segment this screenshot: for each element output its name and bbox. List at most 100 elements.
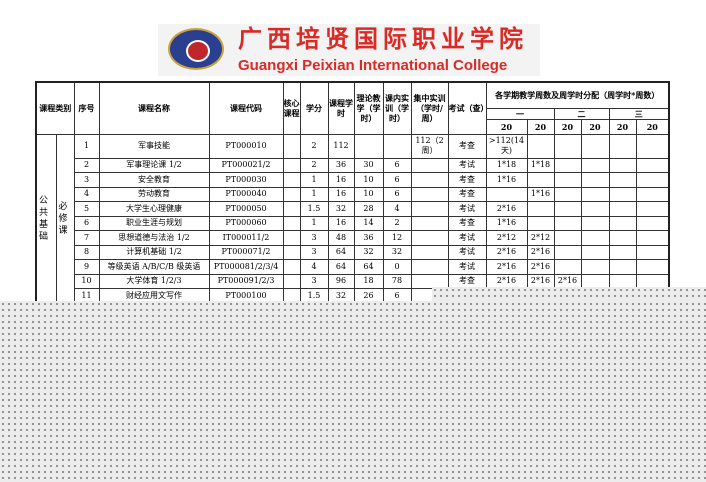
cell-core (282, 230, 301, 246)
logo-english-name: Guangxi Peixian International College (238, 57, 508, 74)
cell-intensive (410, 215, 449, 231)
cell-semester-3 (553, 133, 582, 159)
cell-theory: 32 (353, 244, 384, 260)
cell-no: 9 (73, 259, 100, 275)
table-row: 8 计算机基础 1/2 PT000071/2 3 64 32 32 考试 2*16 2*16 (36, 244, 670, 260)
cell-hours: 48 (327, 230, 355, 246)
cell-hours: 32 (327, 201, 355, 217)
table-row: 10 大学体育 1/2/3 PT000091/2/3 3 96 18 78 考查 2*16 2*1… (36, 273, 670, 289)
cell-no: 3 (73, 172, 100, 188)
cell-credits: 1 (299, 186, 329, 202)
cell-credits: 4 (299, 259, 329, 275)
cell-semester-4 (580, 201, 610, 217)
header-hours: 课程学时 (327, 81, 355, 135)
cell-core (282, 215, 301, 231)
cell-exam: 考查 (447, 133, 487, 159)
header-year-2: 二 (553, 107, 610, 120)
cell-exam: 考查 (447, 186, 487, 202)
curriculum-table: 课程类别 序号 课程名称 课程代码 核心课程 学分 课程学时 理论教学（学时） … (35, 81, 671, 304)
cell-practice: 78 (382, 273, 412, 289)
cell-theory: 18 (353, 273, 384, 289)
cell-practice: 32 (382, 244, 412, 260)
cell-semester-1: >112(14天) (485, 133, 528, 159)
cell-semester-2 (526, 133, 555, 159)
table-row: 7 思想道德与法治 1/2 IT000011/2 3 48 36 12 考试 2*12 2*12 (36, 230, 670, 246)
cell-exam: 考查 (447, 172, 487, 188)
cell-name: 思想道德与法治 1/2 (98, 230, 210, 246)
cell-intensive (410, 230, 449, 246)
cell-exam: 考试 (447, 157, 487, 173)
cell-no: 10 (73, 273, 100, 289)
cell-practice: 4 (382, 201, 412, 217)
cell-semester-1: 2*16 (485, 259, 528, 275)
cell-hours: 112 (327, 133, 355, 159)
cell-no: 4 (73, 186, 100, 202)
cell-semester-5 (608, 244, 637, 260)
cell-name: 军事技能 (98, 133, 210, 159)
header-core: 核心课程 (282, 81, 301, 135)
cell-intensive (410, 201, 449, 217)
table-row: 4 劳动教育 PT000040 1 16 10 6 考查 1*16 (36, 186, 670, 202)
cell-semester-4 (580, 259, 610, 275)
cell-exam: 考试 (447, 244, 487, 260)
header-weeks: 20 (608, 118, 637, 135)
cell-semester-5 (608, 259, 637, 275)
cell-code: PT000021/2 (208, 157, 284, 173)
cell-no: 6 (73, 215, 100, 231)
cell-semester-3 (553, 215, 582, 231)
cell-semester-6 (635, 215, 670, 231)
cell-semester-4 (580, 157, 610, 173)
cell-credits: 2 (299, 133, 329, 159)
cell-practice: 12 (382, 230, 412, 246)
cell-semester-6 (635, 157, 670, 173)
cell-credits: 1 (299, 215, 329, 231)
cell-code: PT000071/2 (208, 244, 284, 260)
cell-core (282, 259, 301, 275)
cell-practice: 6 (382, 186, 412, 202)
cell-credits: 1 (299, 172, 329, 188)
cell-theory: 14 (353, 215, 384, 231)
cell-exam: 考查 (447, 215, 487, 231)
college-logo-banner: 广西培贤国际职业学院 Guangxi Peixian International… (158, 24, 540, 76)
header-theory: 理论教学（学时） (353, 81, 384, 135)
cell-theory: 36 (353, 230, 384, 246)
cell-core (282, 157, 301, 173)
cell-semester-3 (553, 259, 582, 275)
cell-hours: 16 (327, 186, 355, 202)
cell-code: PT000030 (208, 172, 284, 188)
table-row: 公共基础 必修课 1 军事技能 PT000010 2 112 112（2周） 考查 >112(14… (35, 133, 670, 304)
cell-hours: 16 (327, 215, 355, 231)
cell-semester-2 (526, 201, 555, 217)
header-credits: 学分 (299, 81, 329, 135)
cell-code: PT000010 (208, 133, 284, 159)
cell-semester-3 (553, 172, 582, 188)
cell-no: 7 (73, 230, 100, 246)
cell-core (282, 201, 301, 217)
cell-semester-1 (485, 186, 528, 202)
table-row: 5 大学生心理健康 PT000050 1.5 32 28 4 考试 2*16 (36, 201, 670, 217)
cell-name: 劳动教育 (98, 186, 210, 202)
cell-code: PT000050 (208, 201, 284, 217)
cell-theory (353, 133, 384, 159)
cell-semester-4 (580, 186, 610, 202)
cell-semester-3 (553, 201, 582, 217)
cell-semester-6 (635, 201, 670, 217)
page-overlay-right (432, 287, 706, 301)
cell-practice: 0 (382, 259, 412, 275)
header-intensive: 集中实训（学时/周） (410, 81, 449, 135)
cell-semester-5 (608, 133, 637, 159)
cell-core (282, 172, 301, 188)
cell-semester-5 (608, 186, 637, 202)
cell-credits: 2 (299, 157, 329, 173)
cell-semester-6 (635, 259, 670, 275)
cell-semester-2: 2*12 (526, 230, 555, 246)
cell-intensive: 112（2周） (410, 133, 449, 159)
cell-semester-2 (526, 172, 555, 188)
cell-semester-2: 2*16 (526, 244, 555, 260)
category-type: 必修课 (55, 133, 75, 304)
cell-credits: 3 (299, 273, 329, 289)
cell-semester-3 (553, 244, 582, 260)
header-semesters: 各学期教学周数及周学时分配（周学时*周数） (485, 81, 670, 109)
cell-intensive (410, 259, 449, 275)
cell-exam: 考试 (447, 259, 487, 275)
